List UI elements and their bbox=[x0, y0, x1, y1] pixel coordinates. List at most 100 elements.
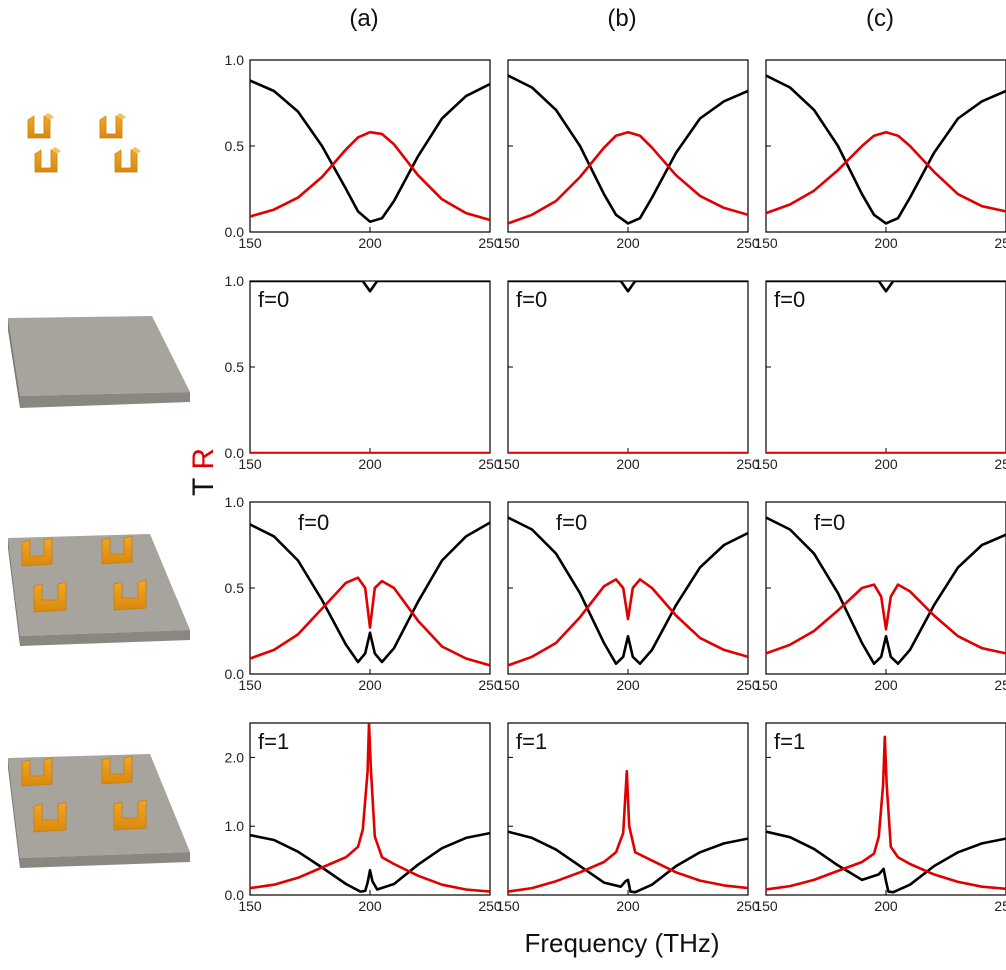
plot-frame bbox=[765, 59, 1006, 233]
x-tick-label: 250 bbox=[478, 677, 502, 693]
plot-frame bbox=[507, 501, 749, 675]
x-tick-label: 200 bbox=[874, 677, 898, 693]
y-tick-label: 0.0 bbox=[225, 224, 245, 240]
x-tick-label: 250 bbox=[736, 456, 760, 472]
panel-annotation: f=1 bbox=[258, 729, 289, 754]
series-T-line bbox=[250, 831, 490, 893]
u-resonator-icon bbox=[114, 147, 141, 173]
series-T-line bbox=[250, 521, 490, 664]
series-R-line bbox=[250, 130, 490, 222]
x-tick-label: 150 bbox=[238, 456, 262, 472]
x-tick-label: 200 bbox=[358, 456, 382, 472]
y-tick-label: 0.5 bbox=[225, 359, 245, 375]
plot-frame bbox=[765, 501, 1006, 675]
u-shaped-resonator-array-icon bbox=[27, 113, 141, 173]
plot-frame bbox=[507, 59, 749, 233]
series-R-line bbox=[766, 735, 1006, 891]
x-tick-label: 250 bbox=[736, 898, 760, 914]
y-tick-label: 0.5 bbox=[225, 580, 245, 596]
x-tick-label: 200 bbox=[874, 456, 898, 472]
x-tick-label: 150 bbox=[754, 898, 778, 914]
panel-annotation: f=0 bbox=[298, 510, 329, 535]
panel-r3-c3: 150 200 250 f=0 bbox=[754, 501, 1006, 693]
x-tick-label: 250 bbox=[994, 235, 1006, 251]
x-tick-label: 200 bbox=[874, 235, 898, 251]
series-T-line bbox=[250, 281, 490, 293]
x-tick-label: 250 bbox=[994, 898, 1006, 914]
u-resonator-icon bbox=[34, 147, 61, 173]
u-resonator-icon bbox=[99, 113, 126, 139]
x-tick-label: 200 bbox=[616, 456, 640, 472]
x-tick-label: 150 bbox=[238, 677, 262, 693]
column-label-c: (c) bbox=[866, 5, 894, 32]
series-T-line bbox=[766, 74, 1006, 225]
x-tick-label: 200 bbox=[874, 898, 898, 914]
x-tick-label: 150 bbox=[754, 456, 778, 472]
series-T-line bbox=[508, 281, 748, 293]
x-tick-label: 150 bbox=[754, 235, 778, 251]
y-axis-label-r: R bbox=[187, 448, 220, 470]
dielectric-slab-icon bbox=[8, 316, 190, 408]
x-tick-label: 150 bbox=[754, 677, 778, 693]
x-axis-label: Frequency (THz) bbox=[524, 928, 719, 958]
series-T-line bbox=[250, 79, 490, 223]
panel-r1-c1: 150 200 250 0.0 0.5 1.0 bbox=[225, 52, 502, 251]
series-R-line bbox=[766, 583, 1006, 655]
x-tick-label: 250 bbox=[736, 677, 760, 693]
x-tick-label: 150 bbox=[238, 235, 262, 251]
x-tick-label: 250 bbox=[478, 456, 502, 472]
x-tick-label: 200 bbox=[616, 235, 640, 251]
series-T-line bbox=[508, 74, 748, 225]
series-R-line bbox=[508, 578, 748, 667]
panel-annotation: f=1 bbox=[774, 729, 805, 754]
y-tick-label: 1.0 bbox=[225, 273, 245, 289]
panel-annotation: f=0 bbox=[516, 287, 547, 312]
panel-r4-c3: 150 200 250 f=1 bbox=[754, 722, 1006, 914]
x-tick-label: 250 bbox=[736, 235, 760, 251]
x-tick-label: 150 bbox=[496, 677, 520, 693]
x-tick-label: 200 bbox=[358, 677, 382, 693]
x-tick-label: 150 bbox=[496, 456, 520, 472]
column-label-b: (b) bbox=[607, 5, 636, 32]
y-tick-label: 0.0 bbox=[225, 887, 245, 903]
y-tick-label: 1.0 bbox=[225, 494, 245, 510]
x-tick-label: 200 bbox=[358, 235, 382, 251]
series-R-line bbox=[766, 130, 1006, 215]
y-tick-label: 0.5 bbox=[225, 138, 245, 154]
y-axis-label-t: T bbox=[187, 478, 220, 496]
y-tick-label: 0.0 bbox=[225, 445, 245, 461]
x-tick-label: 250 bbox=[478, 235, 502, 251]
column-label-a: (a) bbox=[349, 5, 378, 32]
series-R-line bbox=[250, 576, 490, 667]
series-R-line bbox=[508, 769, 748, 893]
panel-r2-c1: 150 200 250 0.0 0.5 1.0 f=0 bbox=[225, 273, 502, 472]
x-tick-label: 250 bbox=[994, 456, 1006, 472]
resonators-on-slab-icon bbox=[8, 534, 190, 646]
plot-frame bbox=[249, 501, 491, 675]
series-T-line bbox=[766, 830, 1006, 894]
panel-r3-c2: 150 200 250 f=0 bbox=[496, 501, 760, 693]
series-R-line bbox=[250, 723, 490, 893]
y-tick-label: 0.0 bbox=[225, 666, 245, 682]
panel-r4-c2: 150 200 250 f=1 bbox=[496, 722, 760, 914]
y-axis-label: TR bbox=[187, 448, 220, 496]
y-tick-label: 1.0 bbox=[225, 818, 245, 834]
x-tick-label: 250 bbox=[478, 898, 502, 914]
panel-annotation: f=0 bbox=[814, 510, 845, 535]
series-T-line bbox=[766, 281, 1006, 293]
panel-r1-c3: 150 200 250 bbox=[754, 59, 1006, 251]
panel-r2-c2: 150 200 250 f=0 bbox=[496, 280, 760, 472]
u-resonator-icon bbox=[27, 113, 54, 139]
panel-r1-c2: 150 200 250 bbox=[496, 59, 760, 251]
series-T-line bbox=[508, 830, 748, 894]
panel-r2-c3: 150 200 250 f=0 bbox=[754, 280, 1006, 472]
series-T-line bbox=[766, 516, 1006, 665]
panel-r4-c1: 150 200 250 0.0 1.0 2.0 f=1 bbox=[225, 722, 502, 914]
series-R-line bbox=[508, 130, 748, 225]
x-tick-label: 150 bbox=[496, 235, 520, 251]
x-tick-label: 150 bbox=[238, 898, 262, 914]
panel-annotation: f=0 bbox=[258, 287, 289, 312]
y-tick-label: 2.0 bbox=[225, 749, 245, 765]
